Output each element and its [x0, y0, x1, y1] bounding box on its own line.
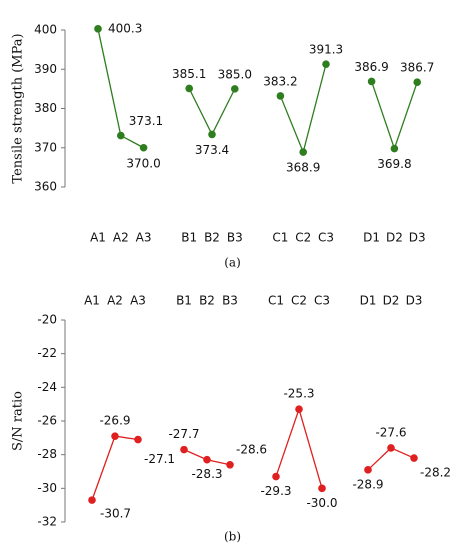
line	[91, 435, 139, 501]
x-tick-label: B3	[222, 294, 238, 308]
line	[275, 407, 323, 489]
y-axis-label: S/N ratio	[11, 391, 26, 451]
point	[94, 25, 102, 33]
value-label: -25.3	[283, 387, 314, 401]
x-tick-label: C1	[268, 294, 284, 308]
value-label: 391.3	[309, 43, 343, 57]
value-label: 373.4	[195, 143, 229, 157]
point	[413, 78, 422, 87]
value-label: -30.0	[306, 496, 337, 510]
value-label: -28.9	[352, 477, 383, 491]
value-label: -27.1	[144, 452, 175, 466]
caption: (a)	[224, 256, 241, 270]
value-label: -26.9	[99, 414, 130, 428]
x-tick-label: C3	[318, 231, 334, 245]
value-label: 400.3	[108, 21, 142, 35]
x-tick-label: D3	[406, 294, 423, 308]
value-label: 369.8	[377, 157, 411, 171]
y-tick-label: -26	[37, 414, 57, 428]
x-tick-label: B2	[204, 231, 220, 245]
point	[410, 454, 418, 462]
line	[188, 88, 236, 136]
point	[390, 144, 399, 153]
x-tick-label: C2	[295, 231, 311, 245]
value-label: -30.7	[100, 507, 131, 521]
y-tick-label: -22	[37, 346, 57, 360]
value-label: 370.0	[126, 156, 160, 170]
y-tick-label: -24	[37, 380, 57, 394]
x-tick-label: D2	[383, 294, 400, 308]
point	[231, 85, 239, 93]
x-tick-label: A1	[90, 231, 106, 245]
x-tick-label: C1	[272, 231, 288, 245]
point	[111, 432, 119, 440]
point	[299, 148, 308, 156]
y-tick-label: -28	[37, 447, 57, 461]
point	[272, 472, 280, 481]
caption: (b)	[224, 530, 241, 544]
point	[180, 445, 188, 454]
value-label: -27.7	[168, 427, 199, 441]
value-label: 386.7	[400, 61, 434, 75]
value-label: -27.6	[375, 425, 406, 439]
value-label: 383.2	[263, 74, 297, 88]
value-label: -29.3	[260, 484, 291, 498]
y-tick-label: 390	[34, 62, 57, 76]
value-label: -28.6	[236, 442, 267, 456]
value-label: 385.1	[172, 67, 206, 81]
x-tick-label: A3	[130, 294, 146, 308]
point	[364, 466, 372, 474]
line	[370, 81, 418, 151]
x-tick-label: D1	[363, 231, 380, 245]
x-tick-label: D3	[409, 231, 426, 245]
point	[208, 130, 216, 139]
y-tick-label: -32	[37, 515, 57, 529]
x-tick-label: B2	[199, 294, 215, 308]
point	[367, 77, 376, 86]
x-tick-label: A2	[107, 294, 123, 308]
point	[387, 444, 395, 452]
x-tick-label: C3	[314, 294, 330, 308]
x-tick-label: D2	[386, 231, 403, 245]
x-tick-label: B3	[227, 231, 243, 245]
point	[276, 92, 285, 100]
y-tick-label: -30	[37, 481, 57, 495]
x-tick-label: C2	[291, 294, 307, 308]
point	[322, 60, 330, 68]
point	[203, 455, 211, 464]
point	[295, 405, 303, 414]
x-tick-label: A1	[84, 294, 100, 308]
point	[139, 143, 148, 152]
point	[318, 484, 326, 493]
y-tick-label: 380	[34, 101, 57, 115]
line	[97, 28, 144, 149]
x-tick-label: D1	[360, 294, 377, 308]
point	[88, 496, 96, 504]
y-tick-label: 400	[34, 23, 57, 37]
x-tick-label: A3	[136, 231, 152, 245]
x-tick-label: B1	[181, 231, 197, 245]
y-tick-label: 360	[34, 180, 57, 194]
point	[185, 84, 193, 93]
value-label: 373.1	[129, 114, 163, 128]
x-tick-label: A2	[113, 231, 129, 245]
point	[117, 131, 125, 140]
point	[226, 460, 234, 469]
y-tick-label: -20	[37, 313, 57, 327]
y-tick-label: 370	[34, 140, 57, 154]
value-label: -28.3	[191, 467, 222, 481]
value-label: 385.0	[218, 67, 252, 81]
value-label: 368.9	[286, 161, 320, 175]
y-axis-label: Tensile strength (MPa)	[11, 33, 26, 183]
point	[134, 435, 142, 444]
value-label: 386.9	[354, 60, 388, 74]
value-label: -28.2	[420, 466, 451, 480]
x-tick-label: B1	[176, 294, 192, 308]
